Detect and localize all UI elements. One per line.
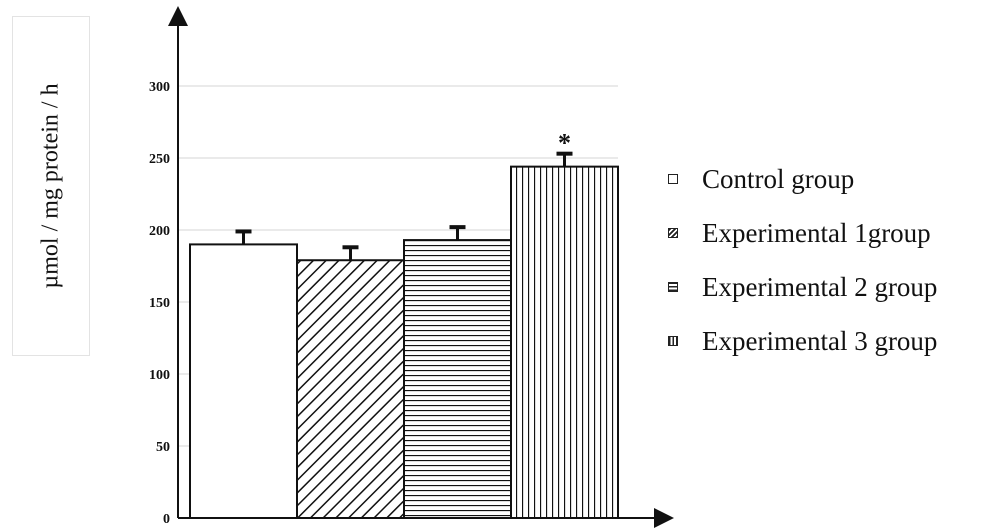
legend-item-control: Control group bbox=[668, 152, 937, 206]
bar bbox=[510, 165, 619, 519]
y-tick-label: 50 bbox=[156, 440, 170, 455]
y-tick-label: 200 bbox=[149, 224, 170, 239]
significance-marker: * bbox=[558, 129, 571, 158]
bar bbox=[403, 239, 512, 520]
legend-swatch-horizontal bbox=[668, 282, 678, 292]
y-tick-label: 250 bbox=[149, 152, 170, 167]
legend-label: Experimental 3 group bbox=[702, 325, 938, 356]
bars: * bbox=[189, 129, 619, 520]
legend-swatch-diagonal bbox=[668, 228, 678, 238]
bar bbox=[189, 243, 298, 519]
legend-label: Experimental 2 group bbox=[702, 271, 938, 302]
y-tick-label: 150 bbox=[149, 296, 170, 311]
axes bbox=[168, 6, 674, 528]
legend-swatch-vertical bbox=[668, 336, 678, 346]
legend-item-experimental-3: Experimental 3 group bbox=[668, 314, 937, 368]
legend-swatch-plain bbox=[668, 174, 678, 184]
y-axis-label-box: µmol / mg protein / h bbox=[12, 16, 90, 356]
y-tick-label: 100 bbox=[149, 368, 170, 383]
legend: Control group Experimental 1group Experi… bbox=[668, 152, 937, 368]
bar bbox=[296, 259, 405, 519]
legend-item-experimental-2: Experimental 2 group bbox=[668, 260, 937, 314]
legend-label: Experimental 1group bbox=[702, 217, 931, 248]
y-tick-label: 300 bbox=[149, 80, 170, 95]
y-tick-labels: 0 50 100 150 200 250 300 bbox=[149, 80, 170, 527]
legend-label: Control group bbox=[702, 163, 855, 194]
y-tick-label: 0 bbox=[163, 512, 170, 527]
legend-item-experimental-1: Experimental 1group bbox=[668, 206, 937, 260]
